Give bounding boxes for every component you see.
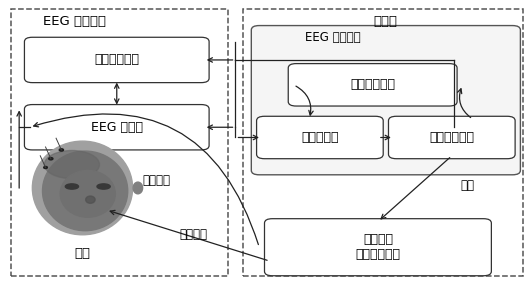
Text: 用户界面
（视觉刺激）: 用户界面 （视觉刺激）: [355, 233, 400, 261]
Circle shape: [44, 166, 48, 168]
Ellipse shape: [86, 196, 95, 203]
FancyBboxPatch shape: [388, 116, 515, 159]
FancyBboxPatch shape: [257, 116, 383, 159]
Text: 放大器控制端: 放大器控制端: [94, 54, 139, 66]
Circle shape: [49, 158, 53, 160]
Text: 脑电特征提取: 脑电特征提取: [430, 131, 475, 144]
Ellipse shape: [42, 151, 127, 231]
Ellipse shape: [32, 141, 133, 235]
FancyBboxPatch shape: [24, 105, 209, 150]
FancyBboxPatch shape: [264, 219, 491, 276]
Text: 计算机: 计算机: [374, 15, 398, 28]
Bar: [243, 9, 523, 276]
Ellipse shape: [44, 151, 99, 178]
Text: 显示记录模块: 显示记录模块: [350, 78, 395, 91]
Circle shape: [59, 149, 63, 151]
Text: 用户: 用户: [75, 247, 90, 260]
FancyBboxPatch shape: [251, 26, 521, 175]
Text: 脑电预处理: 脑电预处理: [301, 131, 339, 144]
FancyBboxPatch shape: [24, 37, 209, 83]
Text: 事件代码: 事件代码: [142, 174, 170, 187]
Bar: [11, 9, 227, 276]
Ellipse shape: [65, 184, 78, 189]
Ellipse shape: [60, 171, 115, 217]
Text: EEG 放大器: EEG 放大器: [91, 121, 143, 134]
FancyBboxPatch shape: [288, 64, 457, 106]
Text: 视觉诱发: 视觉诱发: [179, 228, 207, 241]
Ellipse shape: [69, 223, 96, 232]
Ellipse shape: [97, 184, 110, 189]
Text: EEG 采集系统: EEG 采集系统: [43, 15, 106, 28]
Ellipse shape: [133, 182, 143, 194]
Text: EEG 分析程序: EEG 分析程序: [305, 31, 361, 44]
Text: 反馈: 反馈: [461, 179, 475, 192]
